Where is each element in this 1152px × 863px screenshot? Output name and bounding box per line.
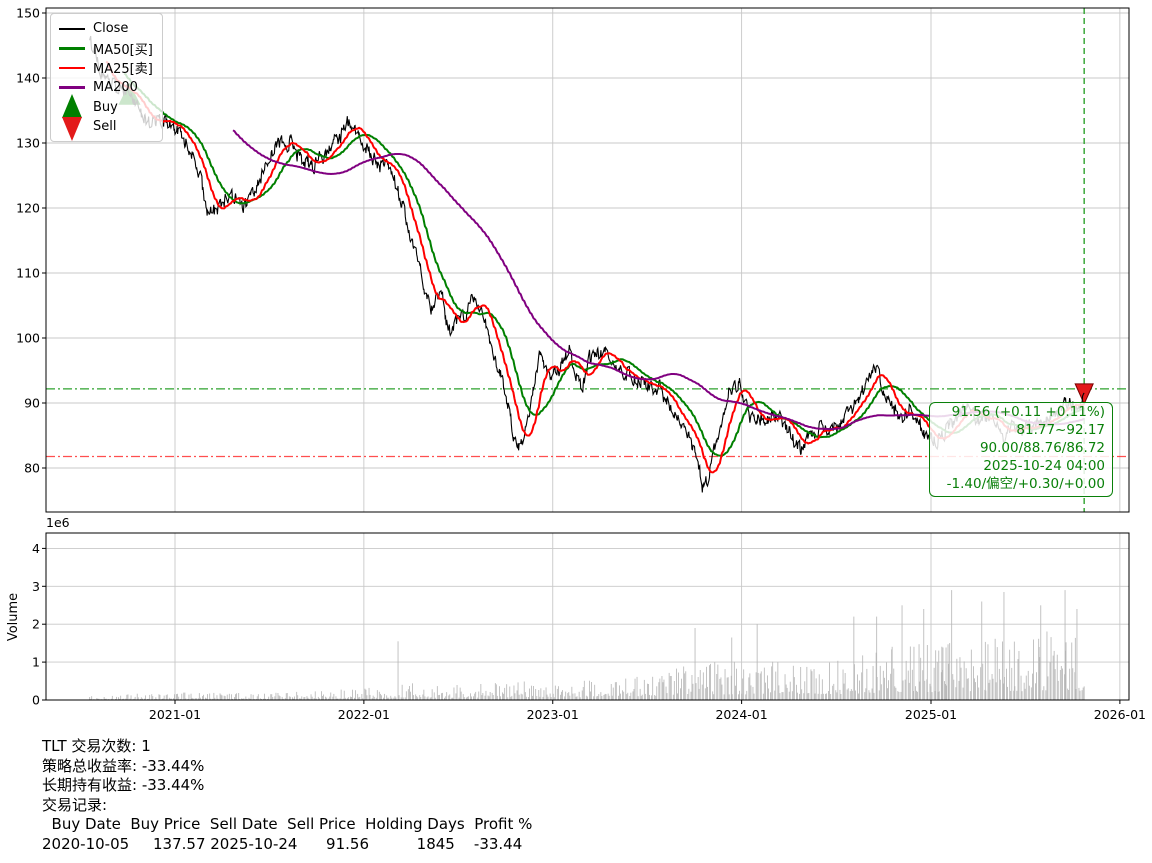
strategy-return-line: 策略总收益率: -33.44% (42, 756, 205, 775)
annotation-signal-line: -1.40/偏空/+0.30/+0.00 (946, 475, 1105, 492)
legend-item-ma25: MA25[卖] (57, 58, 156, 78)
svg-text:2: 2 (32, 617, 40, 632)
x-tick-labels: 2021-01 2022-01 2023-01 2024-01 2025-01 2026-… (149, 707, 1146, 722)
legend-label: Sell (93, 119, 117, 135)
trade-table-row: 2020-10-05 137.57 2025-10-24 91.56 1845 … (42, 834, 523, 853)
legend-item-close: Close (57, 19, 156, 39)
buyhold-return-line: 长期持有收益: -33.44% (42, 776, 205, 794)
volume-axis-label: Volume (6, 593, 21, 641)
price-y-tick-labels: 80 90 100 110 120 130 140 150 (16, 6, 40, 476)
annotation-date-line: 2025-10-24 04:00 (983, 457, 1105, 474)
ma200-line-swatch (57, 78, 87, 98)
ma25-line (105, 60, 1085, 474)
legend: Close MA50[买] MA25[卖] MA200 Buy Sell (50, 13, 163, 142)
last-quote-annotation: 91.56 (+0.11 +0.11%) 81.77~92.17 90.00/8… (929, 402, 1113, 497)
annotation-range-line: 81.77~92.17 (1016, 421, 1105, 438)
svg-text:3: 3 (32, 579, 40, 594)
trade-record-title: 交易记录: (42, 795, 108, 814)
trade-table-header: Buy Date Buy Price Sell Date Sell Price … (42, 815, 533, 833)
svg-text:90: 90 (24, 396, 40, 411)
trade-count-line: TLT 交易次数: 1 (42, 737, 151, 755)
ma50-line-swatch (57, 39, 87, 59)
svg-text:2021-01: 2021-01 (149, 707, 201, 722)
svg-text:2026-01: 2026-01 (1094, 707, 1146, 722)
svg-text:110: 110 (16, 266, 40, 281)
svg-text:140: 140 (16, 71, 40, 86)
svg-text:80: 80 (24, 461, 40, 476)
buy-triangle-icon (57, 94, 87, 119)
ma25-line-swatch (57, 58, 87, 78)
svg-text:2024-01: 2024-01 (715, 707, 767, 722)
svg-text:100: 100 (16, 331, 40, 346)
tick-marks (42, 12, 1121, 704)
strategy-summary: TLT 交易次数: 1 策略总收益率: -33.44% 长期持有收益: -33.… (42, 737, 532, 854)
legend-item-ma200: MA200 (57, 78, 156, 98)
svg-text:2023-01: 2023-01 (527, 707, 579, 722)
sell-triangle-icon (57, 116, 87, 141)
svg-text:2022-01: 2022-01 (338, 707, 390, 722)
annotation-ma-line: 90.00/88.76/86.72 (979, 439, 1105, 456)
svg-text:2025-01: 2025-01 (905, 707, 957, 722)
grid (46, 8, 1129, 700)
volume-y-tick-labels: 0 1 2 3 4 (32, 541, 40, 708)
price-panel-border (45, 7, 1130, 513)
legend-item-buy: Buy (57, 94, 156, 119)
svg-text:0: 0 (32, 693, 40, 708)
legend-label: Buy (93, 99, 118, 115)
annotation-price-line: 91.56 (+0.11 +0.11%) (951, 404, 1105, 420)
ma50-line (123, 72, 1085, 457)
legend-item-sell: Sell (57, 116, 156, 141)
legend-label: MA200 (93, 80, 138, 96)
legend-item-ma50: MA50[买] (57, 39, 156, 59)
legend-label: MA50[买] (93, 42, 153, 58)
volume-bars (89, 590, 1085, 700)
close-line-swatch (57, 19, 87, 39)
svg-text:4: 4 (32, 541, 40, 556)
svg-text:130: 130 (16, 136, 40, 151)
svg-text:1: 1 (32, 655, 40, 670)
volume-panel-border (45, 532, 1130, 701)
svg-text:120: 120 (16, 201, 40, 216)
legend-label: MA25[卖] (93, 62, 153, 78)
legend-label: Close (93, 21, 129, 37)
svg-text:150: 150 (16, 6, 40, 21)
volume-scale-offset-label: 1e6 (46, 515, 70, 530)
